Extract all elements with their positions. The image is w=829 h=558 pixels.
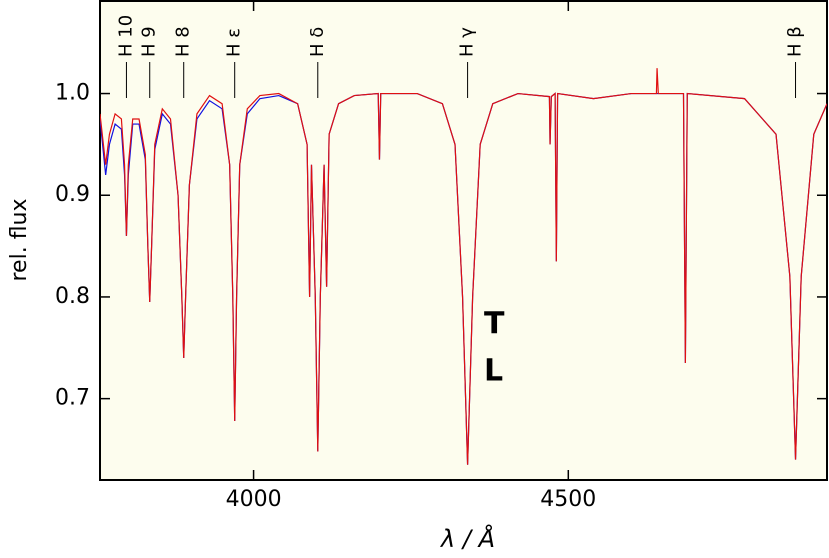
y-tick-label: 0.7	[55, 386, 90, 411]
line-label: H 10	[115, 15, 136, 57]
line-label: H ε	[224, 28, 245, 57]
y-tick-label: 1.0	[55, 81, 90, 106]
line-label: H 8	[173, 26, 194, 57]
line-label: H δ	[307, 27, 328, 57]
x-tick-label: 4500	[540, 487, 596, 512]
plot-area	[99, 0, 828, 481]
spectrum-line	[100, 68, 827, 465]
y-axis-label: rel. flux	[7, 198, 32, 281]
legend-entry: T	[484, 307, 505, 342]
legend-entry: L	[484, 354, 503, 389]
x-axis-label: λ / Å	[439, 524, 495, 553]
line-label: H 9	[139, 26, 160, 57]
x-tick-label: 4000	[226, 487, 282, 512]
y-tick-label: 0.9	[55, 182, 90, 207]
y-tick-label: 0.8	[55, 284, 90, 309]
line-label: H β	[785, 26, 806, 57]
line-label: H γ	[457, 27, 478, 57]
